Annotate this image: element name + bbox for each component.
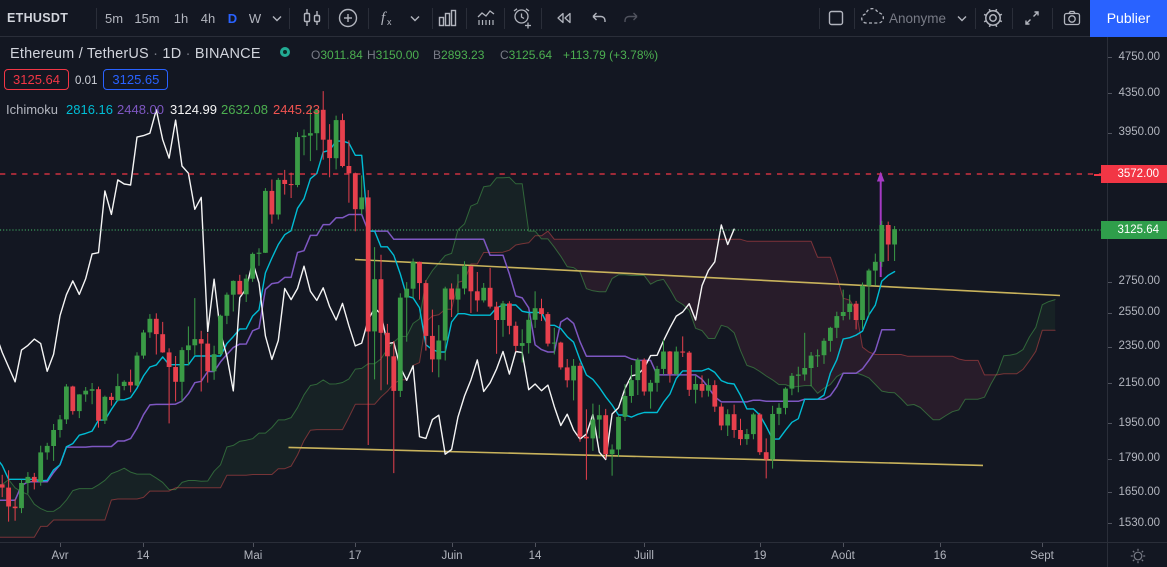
svg-text:f: f [381,10,387,26]
svg-text:x: x [387,17,392,27]
